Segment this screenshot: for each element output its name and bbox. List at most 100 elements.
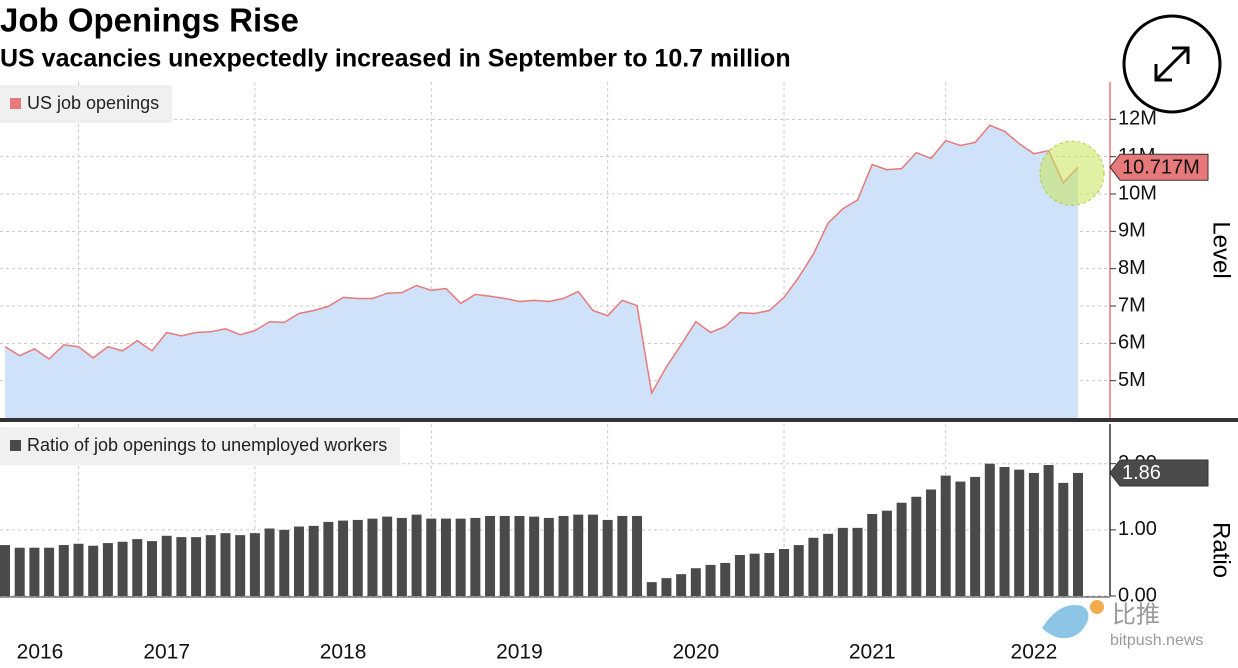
bar xyxy=(73,543,84,596)
bar xyxy=(896,502,907,596)
bar xyxy=(602,519,613,596)
bar xyxy=(955,481,966,596)
bar xyxy=(220,533,231,596)
y-tick-label: 5M xyxy=(1118,369,1146,391)
y-tick-label: 1.00 xyxy=(1118,518,1157,540)
bar xyxy=(881,510,892,596)
legend-swatch xyxy=(10,440,21,451)
bar xyxy=(117,541,128,596)
bar xyxy=(837,527,848,596)
x-tick-label: 2022 xyxy=(1011,641,1058,664)
value-badge xyxy=(1109,459,1209,487)
bar xyxy=(176,537,187,596)
bar xyxy=(632,515,643,596)
bar xyxy=(146,541,157,596)
bar xyxy=(676,574,687,596)
watermark-bird xyxy=(1042,604,1089,639)
bar xyxy=(132,539,143,596)
bar xyxy=(999,467,1010,596)
bar xyxy=(264,528,275,596)
bar xyxy=(0,545,10,596)
bar xyxy=(426,518,437,596)
legend-swatch xyxy=(10,98,21,109)
bar xyxy=(29,547,40,596)
bar xyxy=(470,517,481,596)
bar xyxy=(58,545,69,596)
bar xyxy=(970,476,981,596)
bar xyxy=(44,547,55,596)
watermark-brand: 比推 xyxy=(1112,601,1160,628)
bar xyxy=(779,549,790,596)
bar xyxy=(396,517,407,596)
expand-button[interactable] xyxy=(1122,14,1222,114)
bar xyxy=(88,545,99,596)
bar xyxy=(338,520,349,596)
bar xyxy=(926,489,937,596)
expand-icon[interactable] xyxy=(1154,46,1190,82)
y-tick-label: 12M xyxy=(1118,108,1157,130)
legend-label: US job openings xyxy=(27,93,159,113)
bar xyxy=(573,514,584,596)
legend-label: Ratio of job openings to unemployed work… xyxy=(27,435,387,455)
area-fill xyxy=(5,125,1078,419)
bar xyxy=(529,516,540,596)
value-badge xyxy=(1109,153,1209,181)
y-axis-title: Level xyxy=(1208,221,1235,278)
bar xyxy=(587,514,598,596)
bar xyxy=(911,496,922,596)
bar xyxy=(1043,465,1054,596)
bar xyxy=(764,553,775,596)
bar xyxy=(1028,472,1039,596)
y-tick-label: 8M xyxy=(1118,257,1146,279)
legend: Ratio of job openings to unemployed work… xyxy=(0,427,401,465)
bar xyxy=(14,547,25,596)
bar xyxy=(293,526,304,596)
bar xyxy=(823,533,834,596)
bar xyxy=(205,535,216,596)
watermark-site: bitpush.news xyxy=(1110,632,1203,649)
bar xyxy=(867,513,878,596)
bar xyxy=(940,475,951,596)
chart-subtitle: US vacancies unexpectedly increased in S… xyxy=(0,45,791,73)
bar xyxy=(514,515,525,596)
highlight xyxy=(1039,140,1105,206)
bar xyxy=(984,463,995,596)
bar xyxy=(734,554,745,596)
bar xyxy=(1058,482,1069,596)
bar xyxy=(249,533,260,596)
bar xyxy=(793,545,804,596)
bar xyxy=(382,516,393,596)
x-tick-label: 2021 xyxy=(849,641,896,664)
x-tick-label: 2018 xyxy=(320,641,367,664)
y-tick-label: 0.00 xyxy=(1118,584,1157,606)
y-tick-label: 7M xyxy=(1118,294,1146,316)
bar xyxy=(191,537,202,596)
bar xyxy=(705,564,716,596)
bar xyxy=(102,543,113,596)
bar xyxy=(440,518,451,596)
bar xyxy=(499,515,510,596)
y-tick-label: 10M xyxy=(1118,182,1157,204)
bar xyxy=(1073,472,1083,596)
bar xyxy=(617,515,628,596)
value-badge-label: 1.86 xyxy=(1122,462,1161,484)
bar xyxy=(455,518,466,596)
x-tick-label: 2020 xyxy=(672,641,719,664)
bar xyxy=(323,521,334,596)
x-tick-label: 2017 xyxy=(143,641,190,664)
bar xyxy=(485,515,496,596)
bar xyxy=(1014,469,1025,596)
bar xyxy=(690,568,701,596)
bar xyxy=(749,553,760,596)
legend-box xyxy=(0,85,173,123)
bar xyxy=(352,519,363,596)
legend-box xyxy=(0,427,401,465)
panel-separator xyxy=(0,418,1238,422)
bar xyxy=(161,535,172,596)
bar xyxy=(308,525,319,596)
bar xyxy=(646,582,657,596)
bar xyxy=(411,514,422,596)
bar xyxy=(279,529,290,596)
